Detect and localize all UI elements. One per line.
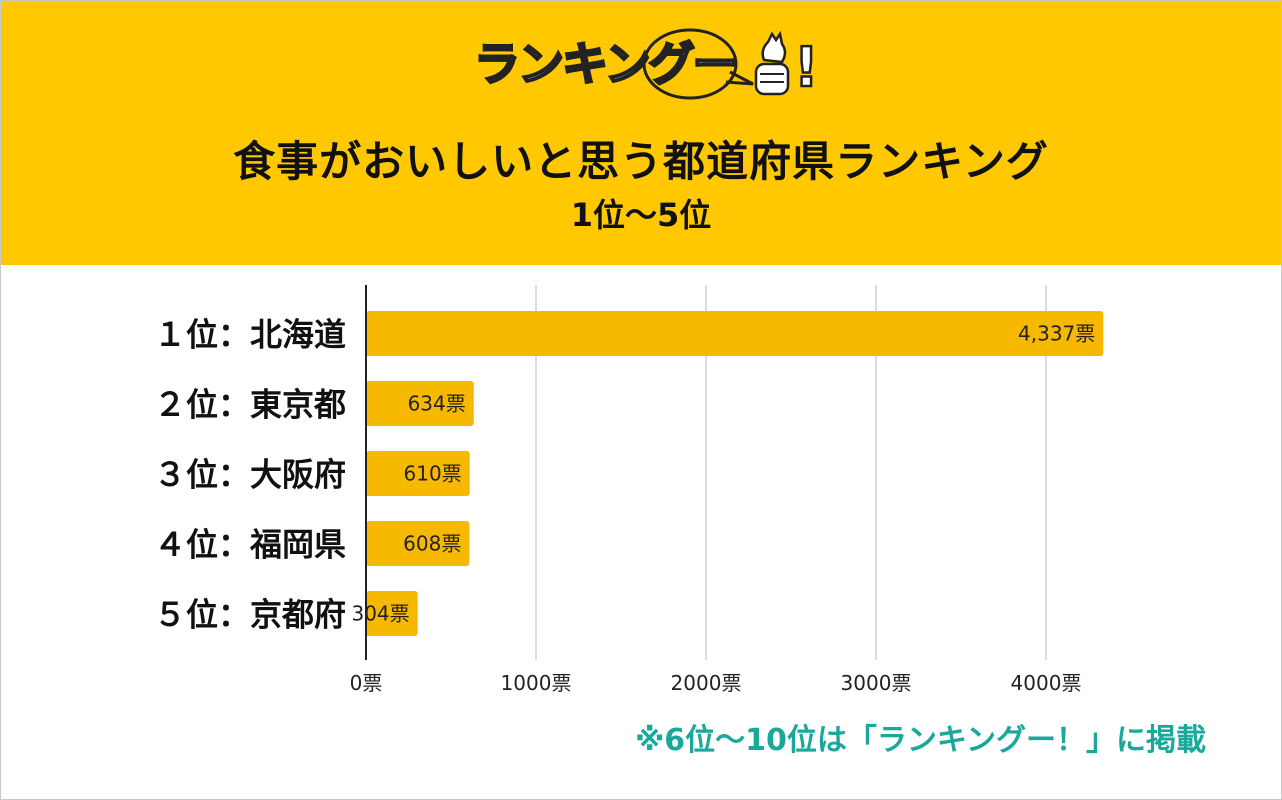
footnote: ※6位～10位は「ランキングー！」に掲載 (635, 723, 1206, 758)
category-label-3: ３位：大阪府 (154, 456, 346, 494)
bar-1 (366, 311, 1104, 356)
bar-chart: 0票 1000票 2000票 3000票 4000票 4,337票 １位：北海道 634票 ２位… (154, 285, 1104, 695)
bar-2 (366, 381, 474, 426)
logo-lettering: ランキングー (474, 37, 737, 91)
x-tick-label-1000: 1000票 (501, 671, 572, 695)
category-label-5: ５位：京都府 (154, 596, 346, 634)
bar-value-label-5: 304票 (351, 602, 409, 626)
bar-value-label-2: 634票 (408, 392, 466, 416)
bar-4 (366, 521, 470, 566)
rankingoo-logo: ランキングー ! (473, 28, 818, 100)
logo-bubble-tail (725, 70, 754, 86)
bar-value-label-1: 4,337票 (1018, 322, 1095, 346)
bar-value-label-4: 608票 (403, 532, 461, 556)
category-label-4: ４位：福岡県 (154, 526, 346, 564)
category-label-2: ２位：東京都 (154, 386, 346, 424)
x-tick-label-0: 0票 (350, 671, 383, 695)
bar-5 (366, 591, 418, 636)
category-label-1: １位：北海道 (154, 316, 346, 354)
x-tick-label-4000: 4000票 (1011, 671, 1082, 695)
header-banner: ランキングー ! 食事がおいしいと思う都道府県ランキング 1位～5位 (0, 0, 1282, 265)
chart-title: 食事がおいしいと思う都道府県ランキング (233, 137, 1049, 186)
x-tick-label-3000: 3000票 (841, 671, 912, 695)
logo-speech-bubble (642, 28, 738, 100)
bar-3 (366, 451, 470, 496)
chart-area: 0票 1000票 2000票 3000票 4000票 4,337票 １位：北海道 634票 ２位… (0, 265, 1282, 800)
bar-value-label-3: 610票 (404, 462, 462, 486)
x-tick-label-2000: 2000票 (671, 671, 742, 695)
logo-exclamation: ! (794, 36, 818, 99)
logo-mascot (754, 30, 790, 96)
chart-subtitle: 1位～5位 (570, 196, 712, 234)
